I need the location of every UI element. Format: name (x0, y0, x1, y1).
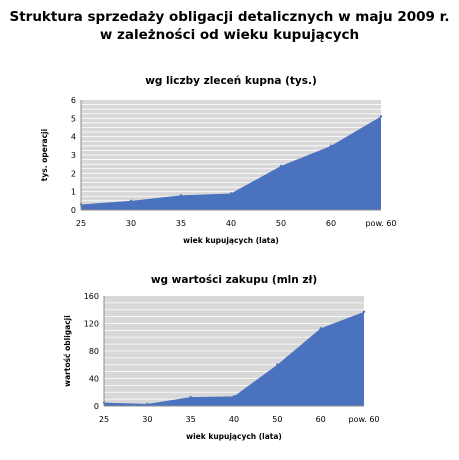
chart-value-x-tick-label: 50 (272, 415, 282, 424)
chart-orders-x-tick-label: 30 (126, 219, 136, 228)
chart-orders-y-tick-label: 2 (71, 169, 76, 178)
main-title: Struktura sprzedaży obligacji detaliczny… (0, 8, 459, 44)
chart-value-data-point (146, 402, 149, 406)
chart-value-x-axis-label: wiek kupujących (lata) (186, 432, 282, 441)
chart-orders-title: wg liczby zleceń kupna (tys.) (145, 75, 317, 87)
chart-orders-y-tick-label: 6 (71, 96, 76, 105)
chart-value-x-tick-label: 25 (99, 415, 109, 424)
chart-value-y-axis-label: wartość obligacji (63, 315, 72, 387)
chart-value-y-tick-label: 0 (94, 402, 99, 411)
chart-orders-x-tick-label: 40 (226, 219, 236, 228)
chart-value-y-tick-label: 40 (89, 375, 99, 384)
chart-value-x-tick-label: 30 (142, 415, 152, 424)
chart-orders-y-tick-label: 1 (71, 188, 76, 197)
chart-value-data-point (362, 310, 366, 314)
chart-value-x-tick-label: pow. 60 (348, 415, 379, 424)
chart-value-data-point (276, 363, 279, 366)
chart-value-title: wg wartości zakupu (mln zł) (151, 274, 317, 286)
chart-orders-x-tick-label: pow. 60 (365, 219, 396, 228)
chart-orders-x-tick-label: 35 (176, 219, 186, 228)
chart-orders-data-point (279, 164, 283, 168)
chart-orders-data-point (379, 115, 383, 118)
chart-orders-series-area (81, 116, 381, 210)
chart-orders-data-point (129, 199, 133, 203)
chart-value-x-tick-label: 35 (186, 415, 196, 424)
chart-value-data-point (319, 327, 322, 330)
chart-orders-x-tick-label: 50 (276, 219, 286, 228)
chart-value-y-tick-label: 160 (84, 292, 99, 301)
chart-orders-x-tick-label: 60 (326, 219, 336, 228)
chart-value-y-tick-label: 120 (84, 320, 99, 329)
chart-orders-data-point (229, 192, 233, 195)
chart-orders-y-axis-label: tys. operacji (40, 129, 49, 181)
chart-orders-data-point (179, 194, 183, 197)
chart-orders-y-tick-label: 4 (71, 133, 76, 142)
chart-orders: wg liczby zleceń kupna (tys.) 0 1 2 3 4 5 6 25 30… (40, 75, 397, 245)
chart-value-x-tick-label: 40 (229, 415, 239, 424)
chart-orders-x-tick-label: 25 (76, 219, 86, 228)
main-title-line-2: w zależności od wieku kupujących (99, 27, 360, 43)
chart-orders-x-axis-label: wiek kupujących (lata) (183, 236, 279, 245)
chart-orders-y-tick-label: 3 (71, 151, 76, 160)
chart-orders-data-point (329, 144, 333, 148)
chart-value-x-tick-label: 60 (316, 415, 326, 424)
chart-orders-y-tick-label: 5 (71, 114, 76, 123)
chart-orders-y-tick-label: 0 (71, 206, 76, 215)
chart-value-series-area (104, 311, 364, 406)
chart-value-data-point (232, 395, 236, 398)
chart-value: wg wartości zakupu (mln zł) 0 40 80 120 160 25… (63, 274, 380, 441)
chart-value-y-tick-label: 80 (89, 347, 99, 356)
chart-value-data-point (189, 395, 192, 399)
main-title-line-1: Struktura sprzedaży obligacji detaliczny… (9, 9, 450, 25)
